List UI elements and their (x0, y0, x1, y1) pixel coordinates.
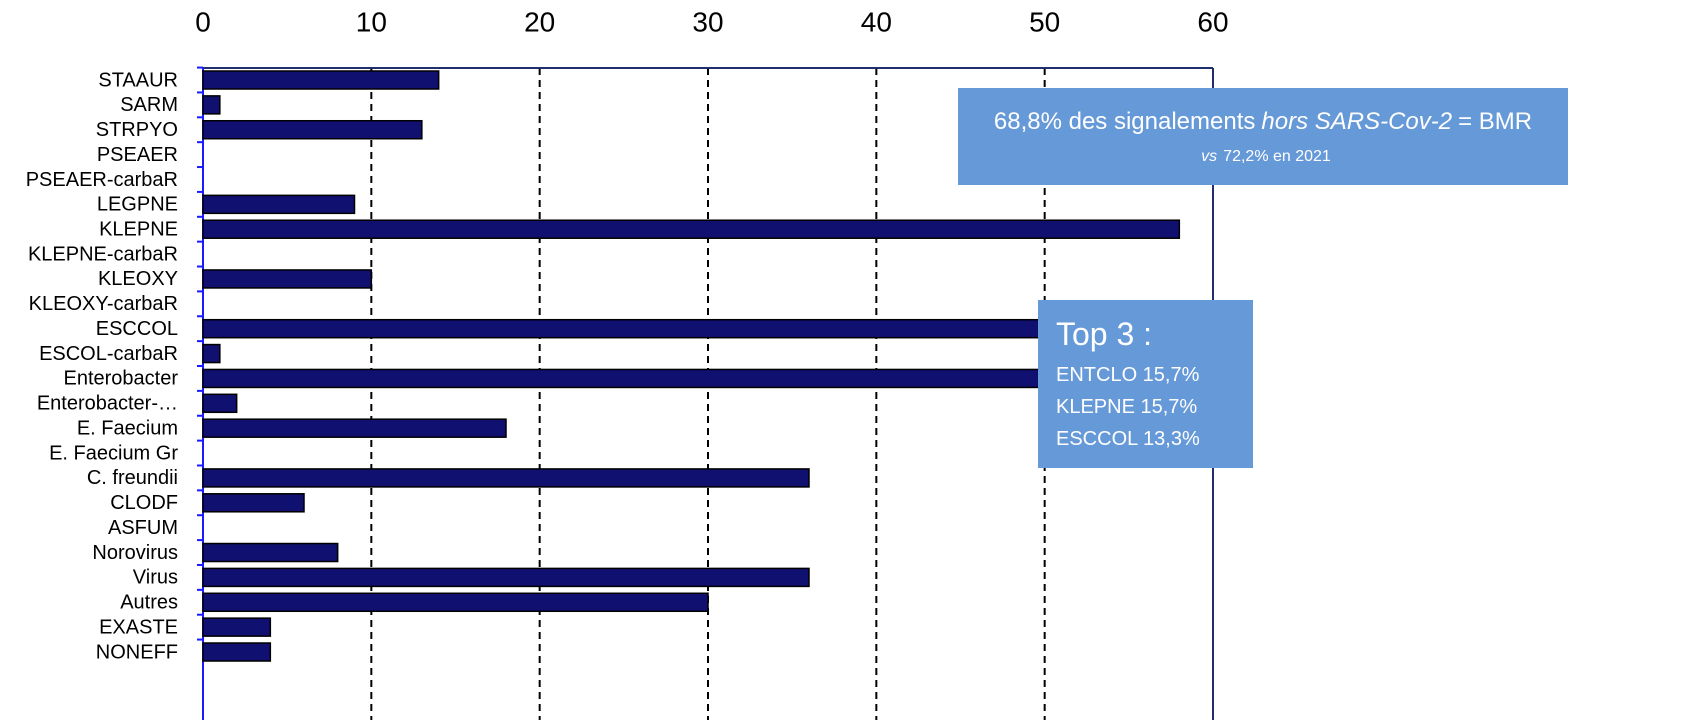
y-tick-label: C. freundii (87, 467, 178, 489)
y-tick-label: PSEAER (97, 144, 178, 166)
y-tick-label: Enterobacter-… (37, 393, 178, 415)
bar (202, 468, 810, 488)
bar (202, 318, 1046, 339)
bar (202, 70, 440, 90)
annotation-text: = BMR (1458, 108, 1533, 135)
y-tick-label: PSEAER-carbaR (26, 169, 178, 191)
bar (202, 642, 272, 662)
y-tick-label: Enterobacter (63, 368, 178, 390)
y-tick-label: Norovirus (92, 542, 178, 564)
bar (202, 617, 272, 637)
y-tick-label: EXASTE (99, 616, 178, 638)
y-tick-label: KLEPNE-carbaR (28, 243, 178, 265)
annotation-text: 68,8% des signalements (993, 108, 1256, 135)
annotation-line: 68,8% des signalements hors SARS-Cov-2 = B… (958, 108, 1568, 136)
bar (202, 219, 1181, 239)
x-tick-label: 60 (1197, 6, 1228, 37)
x-tick-label: 0 (195, 6, 211, 37)
x-tick-label: 50 (1029, 6, 1060, 37)
y-tick-label: Virus (133, 567, 178, 589)
annotation-box: 68,8% des signalements hors SARS-Cov-2 = B… (958, 88, 1568, 185)
annotation-text: vs (1201, 148, 1218, 165)
bar (202, 194, 356, 215)
annotation-title: Top 3 : (1056, 316, 1153, 352)
bar (202, 592, 709, 613)
bar (202, 493, 305, 513)
y-tick-label: ASFUM (108, 517, 178, 539)
bar (202, 95, 221, 115)
bar (202, 393, 238, 414)
bar (202, 269, 373, 289)
bar (202, 567, 810, 588)
annotation-line: vs 72,2% en 2021 (958, 148, 1568, 166)
bar (202, 119, 423, 140)
y-tick-label: E. Faecium (77, 417, 178, 439)
x-tick-label: 30 (692, 6, 723, 37)
bar (202, 542, 339, 563)
y-tick-label: ESCCOL (96, 318, 178, 340)
x-tick-label: 20 (524, 6, 555, 37)
annotation-text: KLEPNE 15,7% (1056, 396, 1198, 418)
x-tick-label: 40 (861, 6, 892, 37)
y-tick-label: KLEOXY-carbaR (29, 293, 178, 315)
bar (202, 368, 1181, 389)
y-tick-label: Autres (120, 592, 178, 614)
y-tick-label: E. Faecium Gr (49, 442, 178, 464)
annotation-text: ESCCOL 13,3% (1056, 428, 1200, 450)
annotation-text: 72,2% en 2021 (1223, 148, 1331, 165)
bar (202, 343, 221, 364)
bar (202, 418, 507, 438)
y-tick-label: NONEFF (96, 641, 178, 663)
annotation-text: ENTCLO 15,7% (1056, 364, 1200, 386)
y-tick-label: LEGPNE (97, 194, 178, 216)
y-tick-label: KLEPNE (99, 219, 178, 241)
y-tick-label: CLODF (110, 492, 178, 514)
annotation-box: Top 3 : ENTCLO 15,7% KLEPNE 15,7% ESCCOL… (1038, 300, 1253, 468)
y-tick-label: SARM (120, 94, 178, 116)
x-tick-label: 10 (356, 6, 387, 37)
y-tick-label: STRPYO (96, 119, 178, 141)
y-tick-label: KLEOXY (98, 268, 178, 290)
y-tick-label: STAAUR (98, 69, 178, 91)
y-tick-label: ESCOL-carbaR (39, 343, 178, 365)
annotation-text: hors SARS-Cov-2 (1261, 108, 1453, 135)
